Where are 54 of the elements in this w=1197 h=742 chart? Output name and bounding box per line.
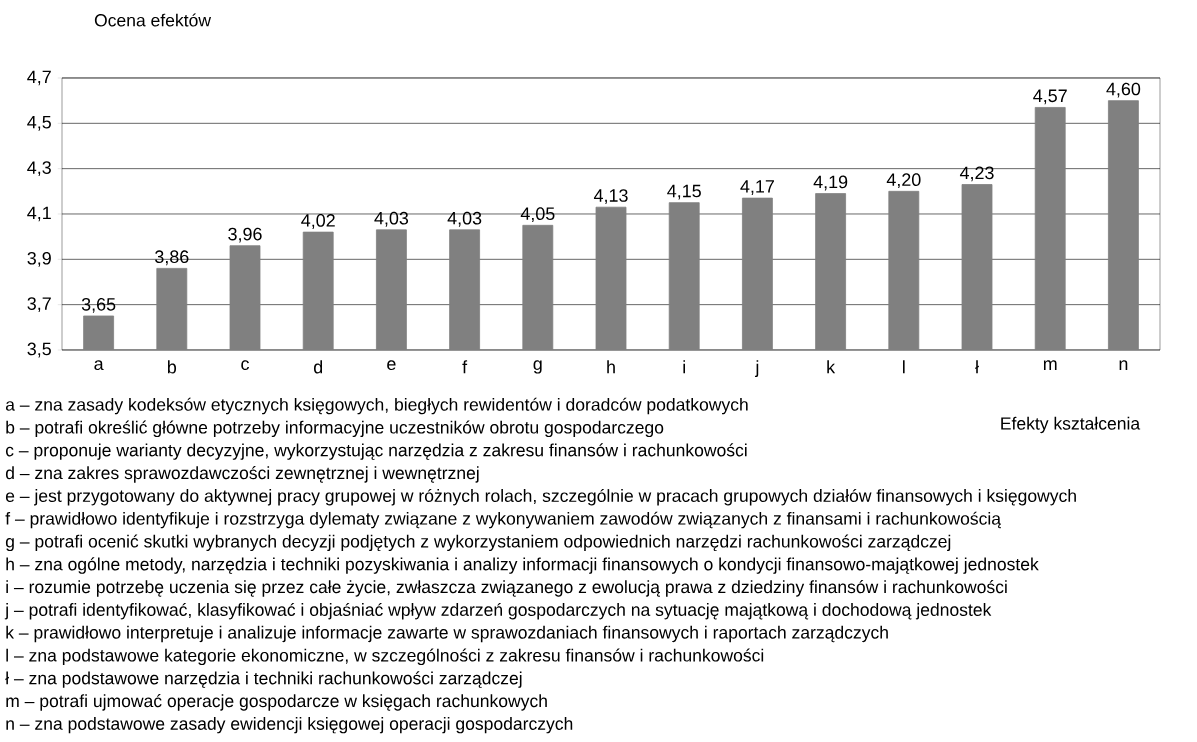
text: b – potrafi określić główne potrzeby informacyjne uczestników obrotu gospodarczego: [6, 420, 664, 438]
text: h – zna ogólne metody, narzędzia i techniki pozyskiwania i analizy informacji finansowych o kondycji finansowo-majątkowej jednostek: [6, 557, 1039, 574]
text: f – prawidłowo identyfikuje i rozstrzyga dylematy związane z wykonywaniem zawodów związanych z finansami i rachunkowością: [5, 511, 1002, 529]
x-axis-title: Efekty kształcenia: [1001, 416, 1141, 434]
data-label: 4,03: [447, 211, 482, 227]
text: a – zna zasady kodeksów etycznych księgowych, biegłych rewidentów i doradców podatkowych: [5, 397, 748, 415]
data-label: 4,23: [959, 166, 994, 182]
data-label: 4,05: [520, 207, 555, 223]
text: n – zna podstawowe zasady ewidencji księgowej operacji gospodarczych: [6, 717, 573, 734]
x-tick-label: j: [754, 360, 759, 377]
y-tick-label: 4,7: [27, 70, 51, 86]
x-tick-label: h: [607, 360, 615, 374]
y-tick-label: 3,5: [27, 342, 51, 358]
data-label: 3,96: [228, 227, 262, 243]
y-axis-title: Ocena efektów: [94, 13, 212, 27]
text: g – potrafi ocenić skutki wybranych decyzji podjętych z wykorzystaniem odpowiednich narzędzi rachunkowości zarządczej: [5, 534, 951, 552]
data-label: 4,13: [593, 189, 628, 204]
text: j – potrafi identyfikować, klasyfikować i objaśniać wpływ zdarzeń gospodarczych na sytuację majątkową i dochodową jednostek: [4, 602, 992, 620]
x-tick-label: n: [1119, 360, 1128, 370]
data-label: 4,02: [301, 214, 335, 229]
data-label: 4,03: [374, 211, 409, 227]
y-tick-label: 4,5: [27, 115, 51, 131]
text: i – rozumie potrzebę uczenia się przez całe życie, zwłaszcza związanego z ewolucją prawa z dziedziny finansów i rachunkowości: [6, 580, 1007, 597]
y-tick-label: 3,9: [27, 251, 51, 267]
x-tick-label: c: [241, 360, 250, 371]
y-tick-label: 3,7: [27, 297, 51, 313]
data-label: 3,65: [81, 297, 116, 313]
data-label: 3,86: [155, 250, 189, 266]
x-tick-label: d: [313, 360, 323, 374]
text: ł – zna podstawowe narzędzia i techniki rachunkowości zarządczej: [5, 671, 522, 688]
x-tick-label: g: [533, 360, 542, 374]
y-tick-label: 4,1: [27, 206, 51, 222]
data-label: 4,60: [1106, 82, 1141, 98]
text: l – zna podstawowe kategorie ekonomiczne, w szczególności z zakresu finansów i rachunkowości: [6, 648, 764, 666]
data-label: 4,20: [886, 173, 921, 189]
data-label: 4,15: [667, 184, 701, 200]
text: e – jest przygotowany do aktywnej pracy grupowej w różnych rolach, szczególnie w pracach grupowych działów finansowych i księgowych: [5, 488, 1076, 506]
x-tick-label: k: [827, 360, 836, 374]
x-tick-label: e: [387, 360, 396, 371]
x-tick-label: a: [94, 360, 104, 371]
data-label: 4,19: [813, 175, 848, 191]
text: m – potrafi ujmować operacje gospodarcze w księgach rachunkowych: [6, 694, 547, 711]
data-label: 4,57: [1033, 89, 1067, 105]
data-label: 4,17: [740, 180, 774, 195]
x-tick-label: ł: [975, 360, 979, 374]
text: c – proponuje warianty decyzyjne, wykorzystując narzędzia z zakresu finansów i rachunkowości: [5, 443, 747, 460]
x-tick-label: l: [903, 360, 905, 374]
text: k – prawidłowo interpretuje i analizuje informacje zawarte w sprawozdaniach finansowych i raportach zarządczych: [6, 625, 888, 643]
x-tick-label: f: [462, 360, 468, 374]
text: d – zna zakres sprawozdawczości zewnętrznej i wewnętrznej: [5, 466, 479, 483]
x-tick-label: i: [683, 360, 685, 374]
x-tick-label: b: [167, 360, 177, 374]
y-tick-label: 4,3: [27, 161, 51, 177]
x-tick-label: m: [1043, 360, 1057, 370]
